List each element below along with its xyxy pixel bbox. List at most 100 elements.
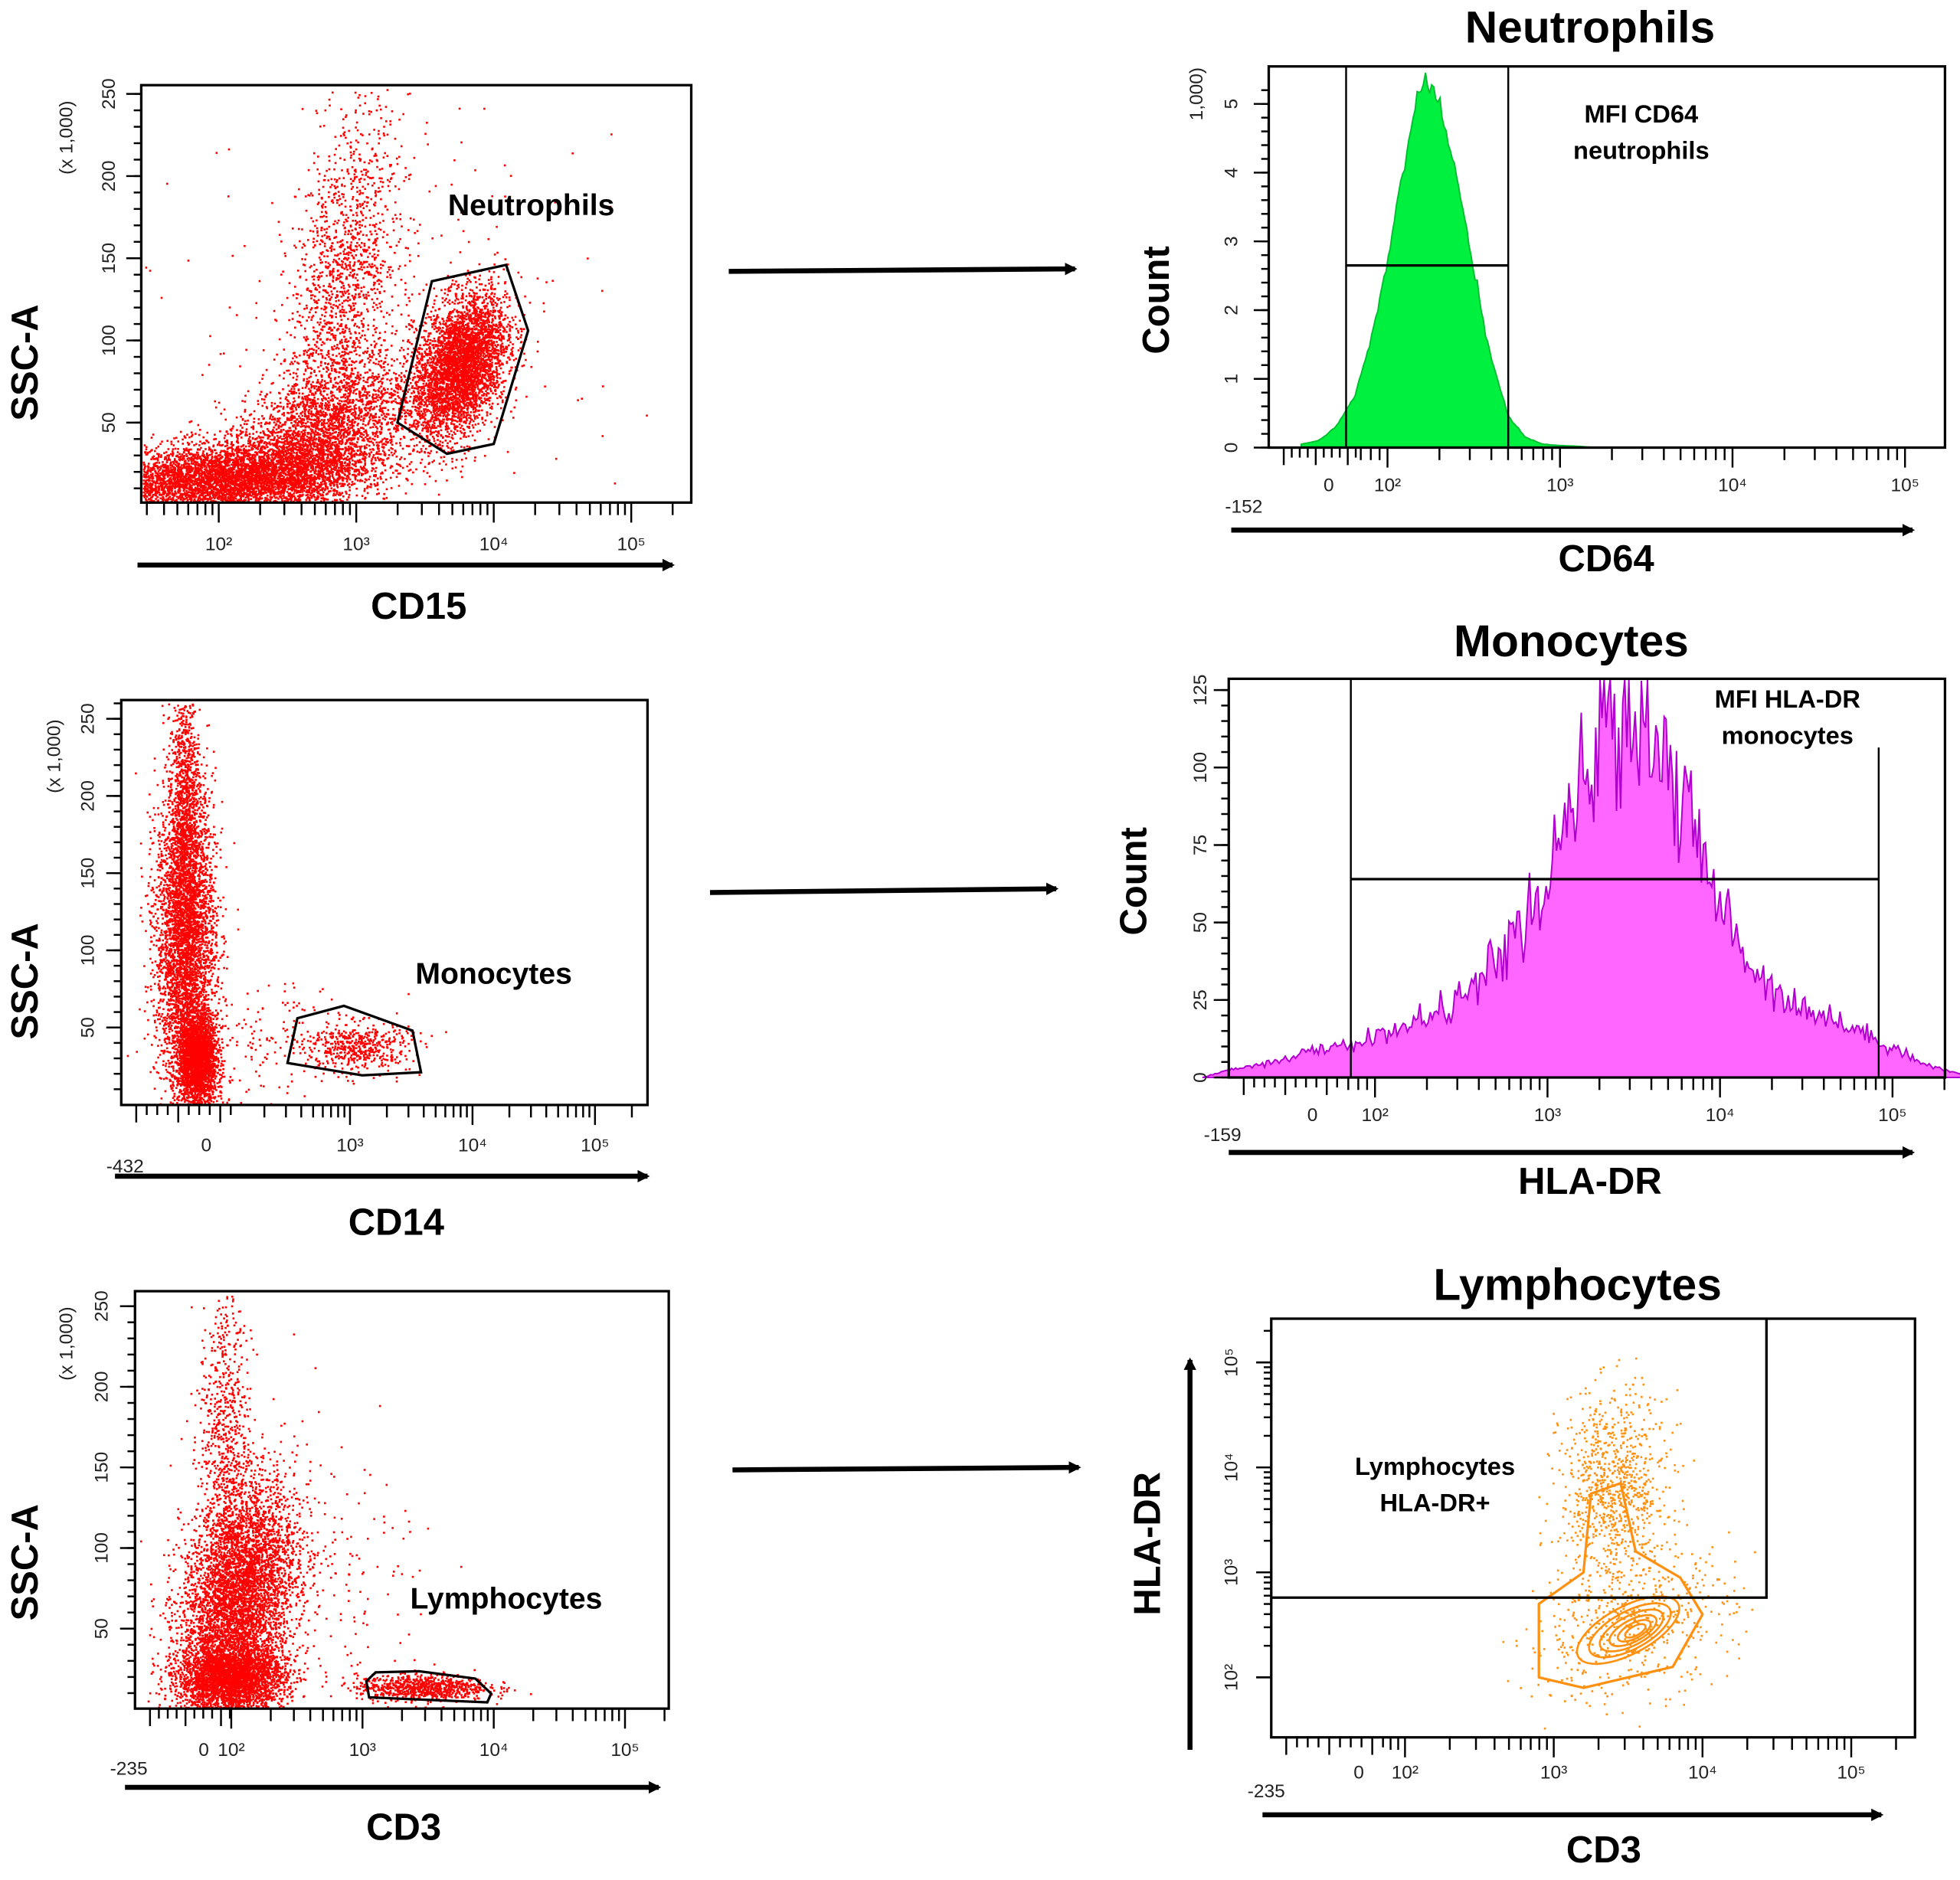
data-point <box>244 479 246 482</box>
data-point <box>195 474 198 476</box>
data-point <box>326 472 328 475</box>
data-point <box>193 444 195 446</box>
data-point <box>211 453 213 456</box>
data-point <box>191 441 193 443</box>
data-point <box>152 463 155 466</box>
data-point <box>165 451 168 453</box>
data-point <box>278 420 280 423</box>
data-point <box>185 467 187 469</box>
data-point <box>186 458 188 460</box>
data-point <box>162 475 165 477</box>
data-point <box>258 459 260 462</box>
data-point <box>218 459 220 461</box>
data-point <box>366 487 368 489</box>
data-point <box>296 452 298 454</box>
data-point <box>222 460 224 463</box>
data-point <box>402 448 404 450</box>
data-point <box>170 441 172 443</box>
data-point <box>152 476 154 478</box>
data-point <box>373 454 375 456</box>
data-point <box>252 494 254 496</box>
data-point <box>221 488 223 490</box>
data-point <box>175 499 177 502</box>
data-point <box>195 489 197 491</box>
data-point <box>172 455 174 457</box>
scatter-points <box>142 89 647 503</box>
data-point <box>209 454 211 456</box>
data-point <box>333 492 335 495</box>
data-point <box>159 486 161 488</box>
data-point <box>377 489 379 491</box>
data-point <box>374 457 376 459</box>
data-point <box>283 476 285 479</box>
data-point <box>260 489 262 492</box>
data-point <box>346 374 348 377</box>
data-point <box>193 457 195 459</box>
data-point <box>188 477 191 479</box>
data-point <box>292 479 294 481</box>
data-point <box>371 463 373 465</box>
data-point <box>166 474 169 476</box>
data-point <box>240 499 242 501</box>
data-point <box>186 469 188 471</box>
data-point <box>335 410 338 412</box>
data-point <box>463 453 466 455</box>
data-point <box>195 479 197 481</box>
data-point <box>310 407 312 410</box>
data-point <box>195 468 197 470</box>
data-point <box>287 499 290 501</box>
data-point <box>297 481 299 483</box>
data-point <box>371 460 373 463</box>
data-point <box>188 443 190 446</box>
data-point <box>167 472 169 474</box>
data-point <box>320 361 322 364</box>
data-point <box>373 479 375 482</box>
data-point <box>178 490 180 492</box>
data-point <box>224 435 227 437</box>
data-point <box>159 443 162 445</box>
data-point <box>313 496 316 499</box>
data-point <box>207 478 209 480</box>
data-point <box>169 481 171 483</box>
data-point <box>208 465 211 467</box>
data-point <box>303 458 306 460</box>
data-point <box>237 466 240 468</box>
data-point <box>378 450 381 453</box>
data-point <box>245 446 247 448</box>
data-point <box>375 459 377 462</box>
data-point <box>193 495 195 498</box>
data-point <box>267 430 270 432</box>
data-point <box>348 476 350 479</box>
data-point <box>367 486 369 488</box>
data-point <box>199 440 201 443</box>
data-point <box>182 483 184 486</box>
data-point <box>225 430 227 433</box>
data-point <box>152 477 154 479</box>
data-point <box>205 440 208 442</box>
data-point <box>146 446 148 449</box>
data-point <box>224 437 226 440</box>
data-point <box>204 443 206 445</box>
data-point <box>188 480 191 482</box>
data-point <box>392 414 394 416</box>
data-point <box>207 493 209 495</box>
data-point <box>385 497 388 499</box>
data-point <box>339 482 341 485</box>
data-point <box>159 492 161 494</box>
data-point <box>387 372 389 374</box>
data-point <box>261 415 263 417</box>
data-point <box>364 490 366 492</box>
data-point <box>347 484 349 486</box>
data-point <box>210 475 212 477</box>
data-point <box>385 355 388 357</box>
data-point <box>388 450 391 452</box>
data-point <box>195 460 197 463</box>
data-point <box>335 427 338 430</box>
data-point <box>209 496 211 499</box>
data-point <box>188 459 190 462</box>
data-point <box>256 431 258 433</box>
data-point <box>297 495 299 498</box>
data-point <box>325 488 327 490</box>
data-point <box>262 476 264 478</box>
data-point <box>175 485 177 487</box>
